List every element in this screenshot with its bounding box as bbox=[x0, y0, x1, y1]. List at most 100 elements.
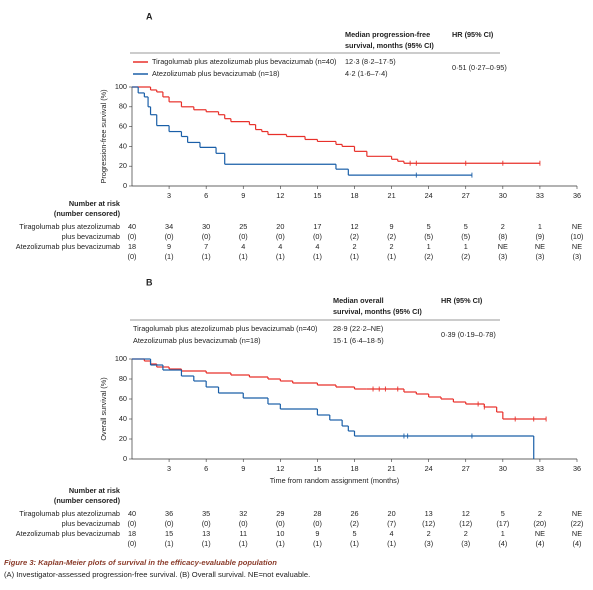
at-risk-count: 2 bbox=[501, 222, 505, 231]
censored-count: (0) bbox=[128, 519, 137, 528]
risk-title: (number censored) bbox=[54, 496, 121, 505]
at-risk-count: 40 bbox=[128, 222, 136, 231]
at-risk-count: 5 bbox=[501, 509, 505, 518]
at-risk-count: 9 bbox=[315, 529, 319, 538]
x-tick-label: 33 bbox=[536, 464, 544, 473]
median-header: survival, months (95% CI) bbox=[345, 41, 434, 50]
at-risk-count: 12 bbox=[462, 509, 470, 518]
panel-title: A bbox=[146, 11, 153, 21]
at-risk-count: 4 bbox=[241, 242, 245, 251]
y-tick-label: 0 bbox=[123, 181, 127, 190]
at-risk-count: 40 bbox=[128, 509, 136, 518]
at-risk-count: 12 bbox=[350, 222, 358, 231]
x-tick-label: 27 bbox=[462, 191, 470, 200]
at-risk-count: 17 bbox=[313, 222, 321, 231]
at-risk-count: 34 bbox=[165, 222, 173, 231]
x-tick-label: 30 bbox=[499, 191, 507, 200]
censored-count: (5) bbox=[461, 232, 470, 241]
censored-count: (4) bbox=[498, 539, 507, 548]
censored-count: (0) bbox=[276, 519, 285, 528]
y-tick-label: 40 bbox=[119, 141, 127, 150]
censored-count: (0) bbox=[128, 232, 137, 241]
risk-title: Number at risk bbox=[69, 486, 121, 495]
at-risk-count: 2 bbox=[427, 529, 431, 538]
x-tick-label: 24 bbox=[425, 191, 433, 200]
censored-count: (1) bbox=[313, 539, 322, 548]
censored-count: (1) bbox=[202, 252, 211, 261]
y-tick-label: 80 bbox=[119, 374, 127, 383]
censored-count: (22) bbox=[571, 519, 584, 528]
at-risk-count: 10 bbox=[276, 529, 284, 538]
at-risk-count: 13 bbox=[425, 509, 433, 518]
median-value: 12·3 (8·2–17·5) bbox=[345, 57, 396, 66]
at-risk-count: 18 bbox=[128, 529, 136, 538]
censored-count: (7) bbox=[387, 519, 396, 528]
risk-row-label: plus bevacizumab bbox=[62, 519, 120, 528]
censored-count: (3) bbox=[424, 539, 433, 548]
at-risk-count: 1 bbox=[427, 242, 431, 251]
x-tick-label: 9 bbox=[241, 464, 245, 473]
legend-label: Tiragolumab plus atezolizumab plus bevac… bbox=[152, 57, 336, 66]
censored-count: (4) bbox=[535, 539, 544, 548]
at-risk-count: 36 bbox=[165, 509, 173, 518]
censored-count: (8) bbox=[498, 232, 507, 241]
x-tick-label: 27 bbox=[462, 464, 470, 473]
at-risk-count: 1 bbox=[538, 222, 542, 231]
at-risk-count: 13 bbox=[202, 529, 210, 538]
censored-count: (3) bbox=[573, 252, 582, 261]
at-risk-count: 15 bbox=[165, 529, 173, 538]
censored-count: (0) bbox=[202, 519, 211, 528]
at-risk-count: NE bbox=[572, 222, 582, 231]
censored-count: (0) bbox=[202, 232, 211, 241]
x-tick-label: 12 bbox=[276, 464, 284, 473]
at-risk-count: 32 bbox=[239, 509, 247, 518]
y-tick-label: 80 bbox=[119, 102, 127, 111]
median-value: 4·2 (1·6–7·4) bbox=[345, 69, 388, 78]
at-risk-count: 1 bbox=[501, 529, 505, 538]
at-risk-count: 2 bbox=[538, 509, 542, 518]
y-tick-label: 100 bbox=[115, 82, 127, 91]
at-risk-count: 7 bbox=[204, 242, 208, 251]
y-tick-label: 20 bbox=[119, 434, 127, 443]
at-risk-count: 29 bbox=[276, 509, 284, 518]
x-tick-label: 33 bbox=[536, 191, 544, 200]
x-tick-label: 36 bbox=[573, 191, 581, 200]
at-risk-count: NE bbox=[572, 509, 582, 518]
at-risk-count: 4 bbox=[390, 529, 394, 538]
at-risk-count: 26 bbox=[350, 509, 358, 518]
median-header: survival, months (95% CI) bbox=[333, 307, 422, 316]
censored-count: (1) bbox=[202, 539, 211, 548]
median-header: Median overall bbox=[333, 296, 384, 305]
risk-row-label: Tiragolumab plus atezolizumab bbox=[19, 509, 120, 518]
at-risk-count: 30 bbox=[202, 222, 210, 231]
x-tick-label: 21 bbox=[388, 464, 396, 473]
censored-count: (5) bbox=[424, 232, 433, 241]
censored-count: (1) bbox=[350, 252, 359, 261]
censored-count: (20) bbox=[533, 519, 546, 528]
y-tick-label: 100 bbox=[115, 354, 127, 363]
censored-count: (2) bbox=[424, 252, 433, 261]
at-risk-count: 25 bbox=[239, 222, 247, 231]
censored-count: (1) bbox=[239, 539, 248, 548]
median-value: 15·1 (6·4–18·5) bbox=[333, 336, 384, 345]
legend-label: Atezolizumab plus bevacizumab (n=18) bbox=[133, 336, 261, 345]
censored-count: (3) bbox=[535, 252, 544, 261]
risk-row-label: Atezolizumab plus bevacizumab bbox=[16, 242, 120, 251]
censored-count: (1) bbox=[165, 252, 174, 261]
caption-title: Figure 3: Kaplan-Meier plots of survival… bbox=[4, 558, 277, 567]
at-risk-count: 28 bbox=[313, 509, 321, 518]
censored-count: (1) bbox=[276, 539, 285, 548]
y-tick-label: 40 bbox=[119, 414, 127, 423]
y-axis-label: Progression-free survival (%) bbox=[99, 89, 108, 183]
censored-count: (1) bbox=[165, 539, 174, 548]
censored-count: (4) bbox=[573, 539, 582, 548]
x-tick-label: 6 bbox=[204, 191, 208, 200]
x-tick-label: 30 bbox=[499, 464, 507, 473]
at-risk-count: 9 bbox=[167, 242, 171, 251]
at-risk-count: 5 bbox=[464, 222, 468, 231]
at-risk-count: NE bbox=[498, 242, 508, 251]
at-risk-count: NE bbox=[535, 529, 545, 538]
censored-count: (0) bbox=[239, 519, 248, 528]
censored-count: (1) bbox=[387, 252, 396, 261]
caption-text: (A) Investigator-assessed progression-fr… bbox=[4, 570, 310, 579]
